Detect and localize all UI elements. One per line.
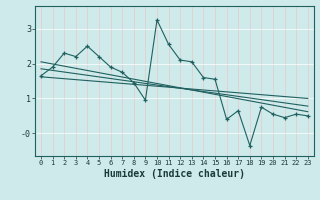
X-axis label: Humidex (Indice chaleur): Humidex (Indice chaleur) [104,169,245,179]
